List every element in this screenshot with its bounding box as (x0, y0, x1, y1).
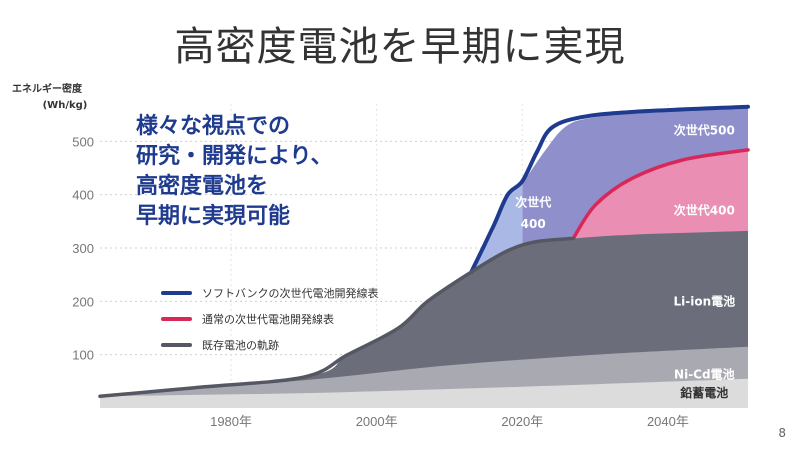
area-label-4: Li-ion電池 (673, 293, 735, 308)
page-number: 8 (778, 426, 786, 440)
y-axis-label: エネルギー密度 (Wh/kg) (12, 82, 102, 114)
x-tick-label-2000: 2000年 (356, 414, 398, 429)
line-既存電池の軌跡 (98, 236, 576, 399)
y-tick-label-500: 500 (72, 134, 94, 149)
area-label-6: 鉛蓄電池 (679, 385, 728, 400)
x-tick-label-2040: 2040年 (647, 414, 689, 429)
line-ソフトバンクの次世代電池開発線表 (469, 104, 750, 274)
axis-ticks: 100 200 300 400 500 1980年 2000年 2020年 2040年 (72, 134, 689, 429)
slide-title: 高密度電池を早期に実現 (174, 24, 626, 70)
y-tick-label-100: 100 (72, 348, 94, 363)
line-通常の次世代電池開発線表 (571, 148, 750, 241)
area-label-5: Ni-Cd電池 (674, 366, 735, 381)
chart-areas (100, 106, 748, 408)
callout-line-4: 早期に実現可能 (136, 203, 290, 229)
x-tick-label-1980: 1980年 (210, 414, 252, 429)
area-label-2: 次世代 (515, 195, 551, 210)
x-tick-label-2020: 2020年 (501, 414, 543, 429)
y-axis-unit: (Wh/kg) (42, 100, 88, 111)
legend-label-2: 通常の次世代電池開発線表 (202, 312, 334, 326)
legend-label-3: 既存電池の軌跡 (202, 338, 279, 352)
area-label-3: 400 (521, 217, 546, 231)
callout-line-1: 様々な視点での (136, 113, 290, 139)
callout-line-2: 研究・開発により、 (136, 143, 333, 169)
callout-line-3: 高密度電池を (136, 173, 268, 199)
y-axis-title: エネルギー密度 (12, 84, 82, 95)
area-鉛蓄電池 (100, 378, 748, 408)
chart-lines (98, 104, 750, 399)
y-tick-label-400: 400 (72, 188, 94, 203)
area-label-0: 次世代500 (674, 123, 735, 138)
y-tick-label-200: 200 (72, 294, 94, 309)
area-label-1: 次世代400 (674, 203, 735, 218)
y-tick-label-300: 300 (72, 241, 94, 256)
legend-label-1: ソフトバンクの次世代電池開発線表 (202, 286, 379, 300)
